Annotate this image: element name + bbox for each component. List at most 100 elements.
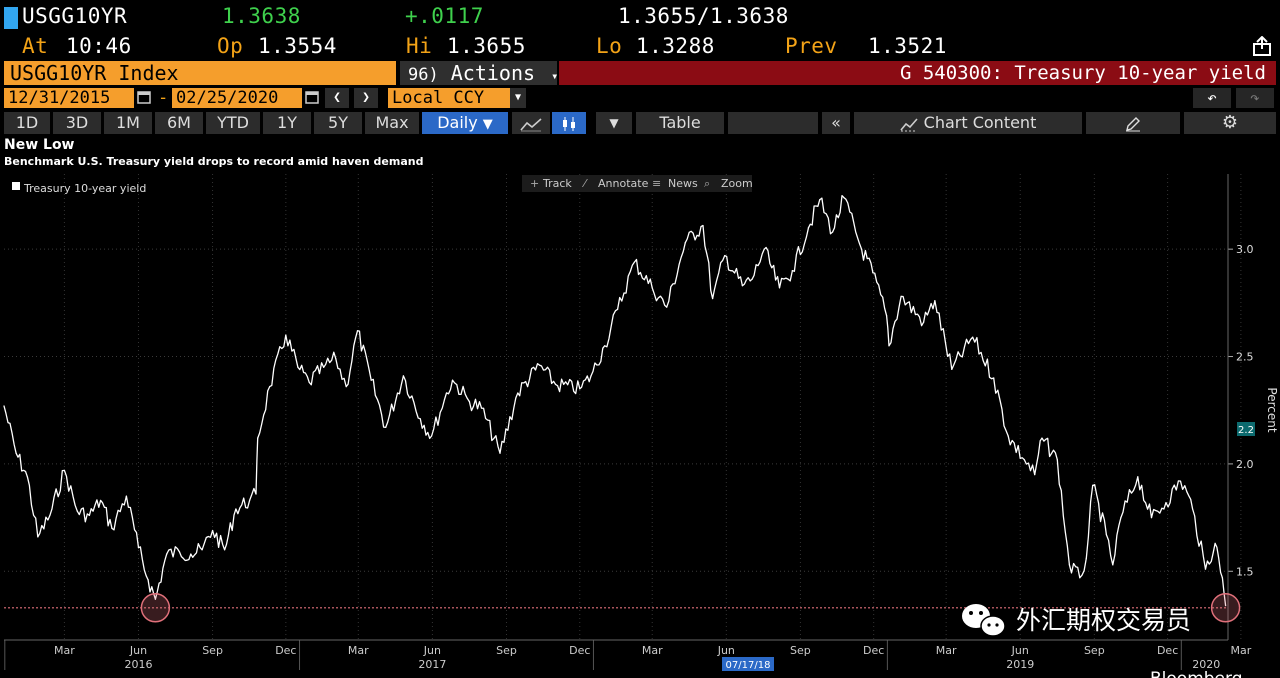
series-point (832, 231, 834, 233)
series-point (1105, 534, 1108, 536)
toolbar-spacer (728, 112, 818, 134)
low-value: 1.3288 (636, 34, 715, 58)
currency-select[interactable]: Local CCY (388, 88, 512, 108)
period-5y[interactable]: 5Y (314, 112, 362, 134)
y-tick-label: 2.5 (1236, 351, 1254, 364)
undo-button[interactable]: ↶ (1193, 88, 1231, 108)
series-point (1023, 459, 1025, 461)
x-tick-label: Jun (423, 644, 441, 657)
x-tick-label: Dec (1157, 644, 1178, 657)
series-point (63, 469, 65, 471)
series-point (419, 418, 421, 420)
actions-menu[interactable]: 96) Actions ▾ (400, 61, 559, 85)
series-point (819, 199, 821, 201)
currency-dropdown-button[interactable]: ▼ (510, 88, 526, 108)
x-tick-label: Mar (54, 644, 75, 657)
y-tick-label: 2.0 (1236, 458, 1254, 471)
news-tool[interactable]: ≡ News (652, 177, 698, 190)
series-point (1120, 516, 1122, 519)
frequency-label: Daily (437, 113, 478, 132)
period-ytd[interactable]: YTD (206, 112, 260, 134)
series-point (480, 407, 483, 409)
line-chart-button[interactable] (512, 112, 550, 134)
prev-value: 1.3521 (868, 34, 947, 58)
series-point (255, 493, 257, 495)
series-point (900, 295, 902, 298)
period-3d[interactable]: 3D (53, 112, 101, 134)
series-point (972, 336, 974, 338)
zoom-tool[interactable]: ⌕ Zoom (704, 177, 753, 190)
track-label: Track (542, 177, 572, 190)
yield-chart[interactable]: 1.52.02.53.0 Mar Jun Sep Dec Mar Jun Sep Dec Mar… (0, 174, 1280, 678)
period-1m[interactable]: 1M (104, 112, 152, 134)
legend-label: Treasury 10-year yield (23, 182, 146, 195)
series-point (1034, 474, 1036, 476)
chart-style-dropdown[interactable]: ▼ (596, 112, 632, 134)
series-point (993, 377, 995, 379)
series-point (15, 452, 17, 454)
security-description-text: G 540300: Treasury 10-year yield (899, 62, 1266, 84)
series-point (1079, 577, 1081, 579)
frequency-select[interactable]: Daily ▼ (422, 112, 508, 134)
series-point (285, 334, 287, 336)
series-point (1204, 568, 1207, 570)
chart-headline: New Low (4, 137, 75, 153)
x-tick-label: Sep (1084, 644, 1105, 657)
end-calendar-icon[interactable] (305, 90, 319, 104)
series-point (499, 452, 501, 454)
news-label: News (668, 177, 698, 190)
series-point (201, 549, 203, 551)
candlestick-chart-button[interactable] (552, 112, 586, 134)
legend-swatch (12, 182, 20, 190)
undo-icon: ↶ (1207, 88, 1217, 107)
security-field[interactable]: USGG10YR Index (4, 61, 396, 85)
annotate-icon: ⁄ (581, 177, 588, 190)
series-point (49, 514, 51, 517)
security-description: G 540300: Treasury 10-year yield (559, 61, 1276, 85)
currency-text: Local CCY (392, 88, 485, 108)
series-point (370, 379, 372, 381)
period-1y[interactable]: 1Y (263, 112, 311, 134)
chart-content-button[interactable]: Chart Content (854, 112, 1082, 134)
x-axis-tick-labels: Mar Jun Sep Dec Mar Jun Sep Dec Mar Jun Sep Dec Mar J… (54, 644, 1252, 671)
table-button[interactable]: Table (636, 112, 724, 134)
series-point (385, 426, 387, 429)
chart-toolbar: + Track ⁄ Annotate ≡ News ⌕ Zoom (522, 175, 753, 192)
period-6m[interactable]: 6M (155, 112, 203, 134)
redo-button[interactable]: ↷ (1236, 88, 1274, 108)
collapse-panel-button[interactable]: « (822, 112, 850, 134)
candlestick-icon (563, 116, 575, 131)
series-point (451, 379, 454, 381)
series-point (166, 553, 168, 555)
period-1d[interactable]: 1D (4, 112, 50, 134)
series-point (579, 388, 581, 390)
x-tick-label: Mar (642, 644, 663, 657)
dropdown-caret-icon: ▼ (609, 116, 619, 130)
edit-button[interactable] (1086, 112, 1180, 134)
prev-range-button[interactable]: ❮ (325, 88, 349, 108)
series-point (235, 508, 237, 510)
end-date-field[interactable]: 02/25/2020 (172, 88, 302, 108)
period-max[interactable]: Max (365, 112, 419, 134)
settings-button[interactable]: ⚙ (1184, 112, 1276, 134)
series-point (1041, 437, 1043, 439)
start-date-field[interactable]: 12/31/2015 (4, 88, 134, 108)
redo-icon: ↷ (1250, 88, 1260, 107)
series-point (1214, 542, 1216, 544)
annotate-tool[interactable]: ⁄ Annotate (581, 177, 649, 190)
series-point (702, 224, 704, 227)
security-field-text: USGG10YR Index (10, 61, 179, 85)
export-icon[interactable] (1252, 36, 1272, 56)
series-point (778, 287, 781, 289)
security-color-marker (4, 7, 18, 29)
series-point (269, 385, 271, 388)
record-low-circle (140, 593, 171, 623)
next-range-button[interactable]: ❯ (354, 88, 378, 108)
open-label: Op (217, 34, 244, 58)
start-calendar-icon[interactable] (137, 90, 151, 104)
chart-content-label: Chart Content (923, 113, 1037, 132)
dropdown-caret-icon: ▾ (551, 69, 559, 83)
y-tick-label: 3.0 (1236, 243, 1254, 256)
track-tool[interactable]: + Track (530, 177, 572, 190)
crosshair-icon: + (530, 177, 539, 190)
